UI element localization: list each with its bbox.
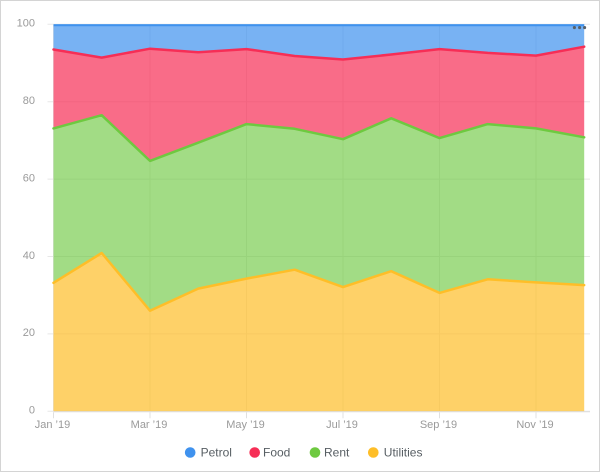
svg-text:Jul ’19: Jul ’19 xyxy=(326,419,358,431)
svg-text:Nov ’19: Nov ’19 xyxy=(516,419,553,431)
svg-text:60: 60 xyxy=(23,172,35,184)
svg-text:Food: Food xyxy=(263,446,290,460)
svg-text:Sep ’19: Sep ’19 xyxy=(420,419,457,431)
svg-text:40: 40 xyxy=(23,250,35,262)
svg-text:80: 80 xyxy=(23,95,35,107)
svg-text:Rent: Rent xyxy=(324,446,350,460)
svg-text:20: 20 xyxy=(23,327,35,339)
svg-text:Petrol: Petrol xyxy=(201,446,232,460)
svg-text:0: 0 xyxy=(29,405,35,417)
svg-text:Mar ’19: Mar ’19 xyxy=(131,419,168,431)
svg-text:May ’19: May ’19 xyxy=(226,419,265,431)
svg-text:Jan ’19: Jan ’19 xyxy=(35,419,70,431)
svg-text:Utilities: Utilities xyxy=(384,446,423,460)
svg-text:100: 100 xyxy=(17,18,35,30)
